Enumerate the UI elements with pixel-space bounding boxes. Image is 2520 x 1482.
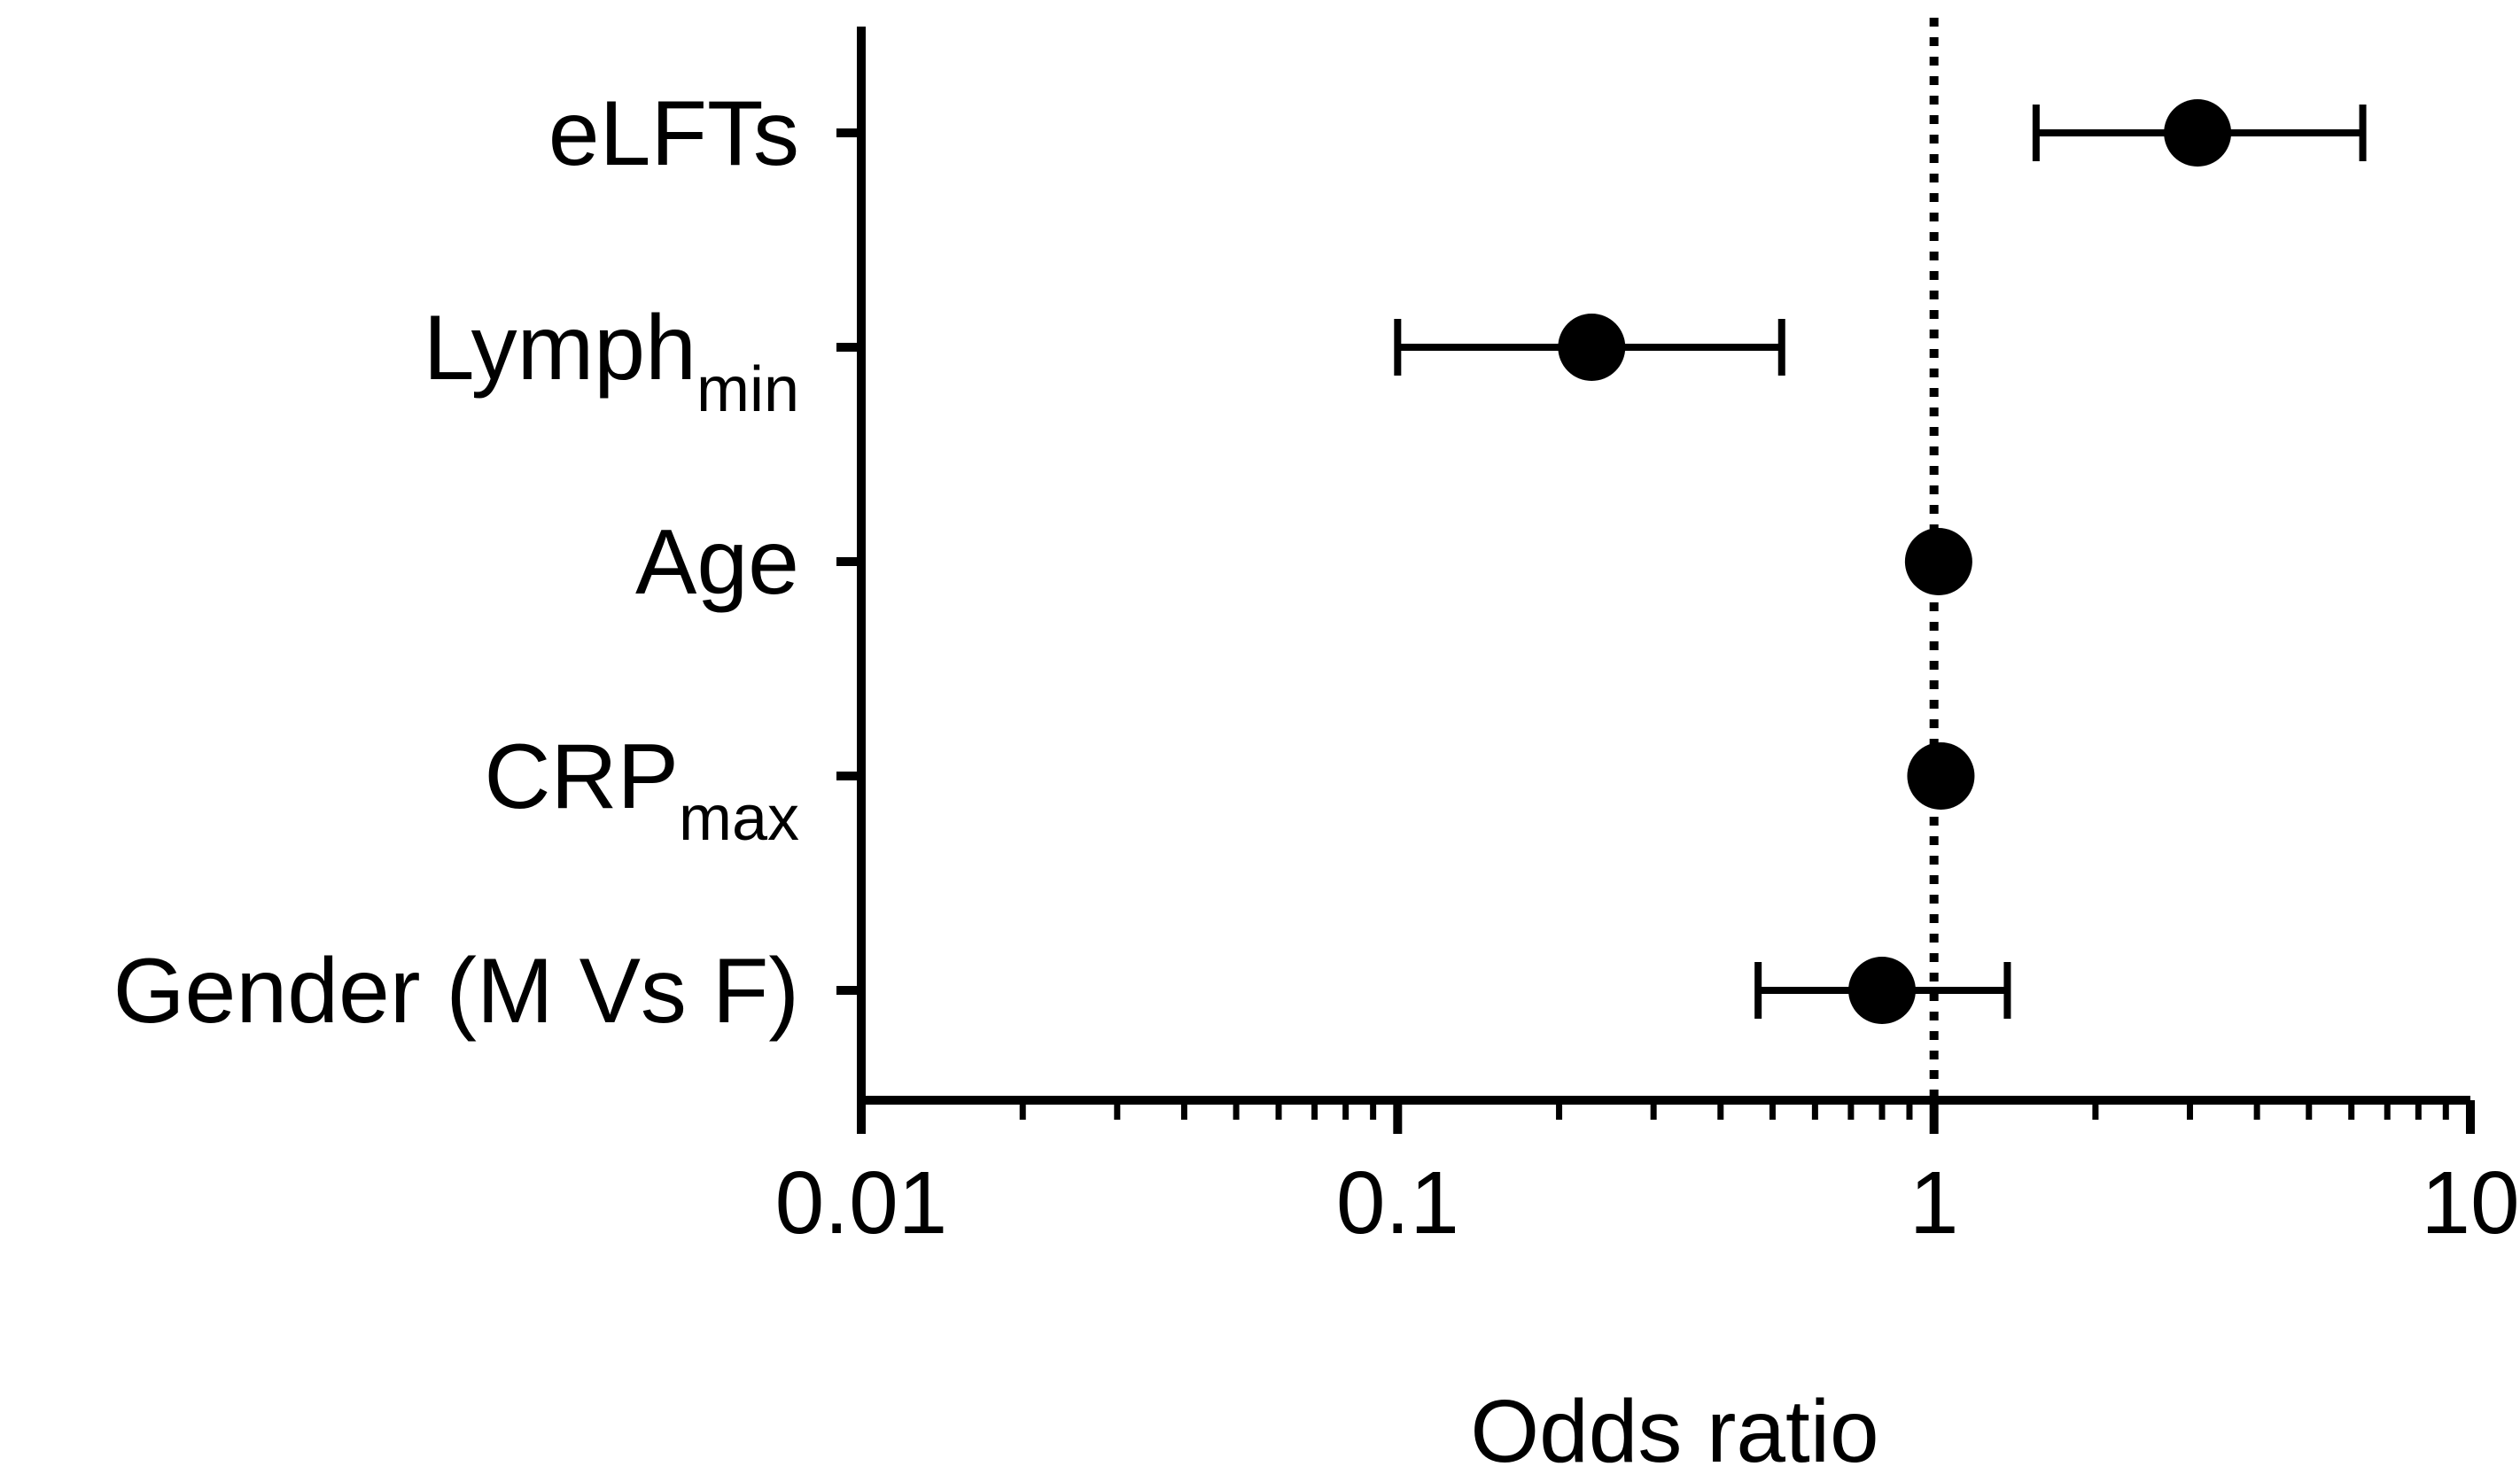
y-category-label: CRPmax [484,725,799,854]
odds-ratio-point [2164,99,2232,167]
y-category-label: Gender (M Vs F) [113,940,799,1043]
odds-ratio-point [1904,528,1972,595]
x-axis-labels: 0.01 0.1 1 10 [775,1153,2520,1253]
y-category-label: Age [635,511,799,614]
y-category-label-main: CRP [484,725,679,828]
y-category-label: eLFTs [548,82,799,185]
y-axis-labels: eLFTs Lymphmin Age CRPmax Gender (M Vs F) [113,82,799,1043]
series-group [1394,99,2367,1024]
y-category-label: Lymphmin [424,297,799,425]
x-tick-label: 1 [1909,1153,1959,1253]
y-category-label-subscript: min [696,354,799,425]
odds-ratio-point [1848,957,1917,1024]
axes [836,27,2475,1134]
y-category-label-main: Age [635,511,799,614]
forest-row [1907,742,1975,810]
y-category-label-subscript: max [679,783,799,854]
forest-row [1904,528,1972,595]
forest-row [2032,99,2367,167]
y-category-label-main: eLFTs [548,82,799,185]
x-tick-label: 0.1 [1336,1153,1459,1253]
odds-ratio-point [1558,314,1626,381]
forest-row [1754,957,2011,1024]
y-category-label-main: Gender (M Vs F) [113,940,799,1043]
x-tick-label: 10 [2421,1153,2519,1253]
x-axis-title: Odds ratio [1470,1382,1878,1481]
forest-row [1394,314,1785,381]
y-category-label-main: Lymph [424,297,696,400]
x-tick-label: 0.01 [775,1153,948,1253]
odds-ratio-point [1907,742,1975,810]
